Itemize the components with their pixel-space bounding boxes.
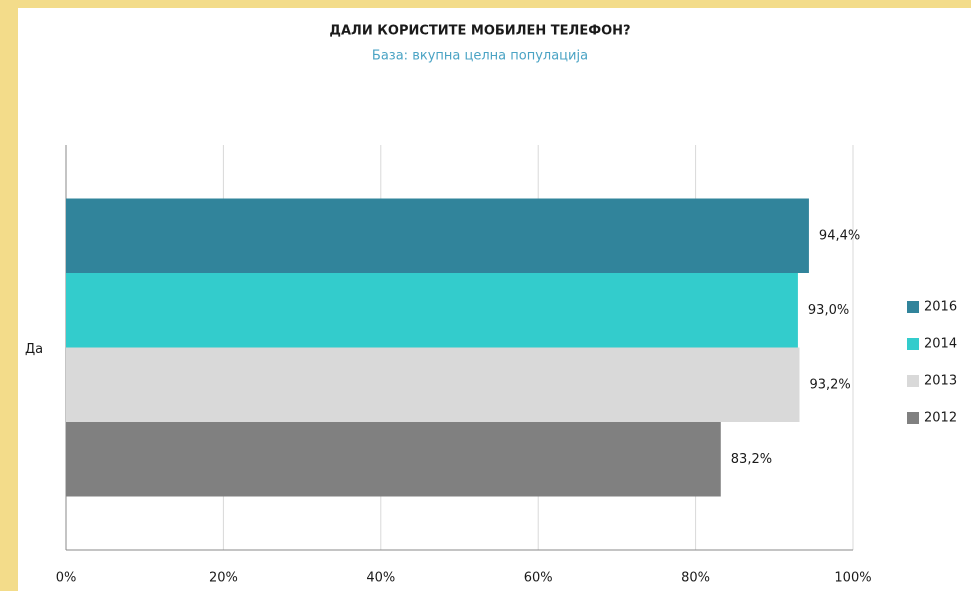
chart-subtitle: База: вкупна целна популација	[372, 49, 588, 64]
x-tick-label: 80%	[681, 571, 710, 586]
y-tick-label: Да	[25, 342, 43, 357]
x-tick-label: 40%	[366, 571, 395, 586]
data-label: 93,2%	[809, 377, 850, 392]
legend-swatch	[907, 412, 919, 424]
data-label: 93,0%	[808, 303, 849, 318]
legend-label: 2014	[924, 337, 957, 352]
data-label: 94,4%	[819, 228, 860, 243]
legend-swatch	[907, 338, 919, 350]
x-tick-label: 20%	[209, 571, 238, 586]
legend-label: 2012	[924, 411, 957, 426]
chart-title: ДАЛИ КОРИСТИТЕ МОБИЛЕН ТЕЛЕФОН?	[329, 24, 630, 39]
x-tick-label: 100%	[834, 571, 871, 586]
bar	[66, 422, 721, 497]
x-tick-label: 0%	[56, 571, 77, 586]
legend-label: 2016	[924, 300, 957, 315]
x-tick-label: 60%	[524, 571, 553, 586]
data-label: 83,2%	[731, 452, 772, 467]
legend-label: 2013	[924, 374, 957, 389]
bar	[66, 273, 798, 348]
legend-swatch	[907, 301, 919, 313]
bar	[66, 347, 800, 422]
bar	[66, 198, 809, 273]
legend-swatch	[907, 375, 919, 387]
